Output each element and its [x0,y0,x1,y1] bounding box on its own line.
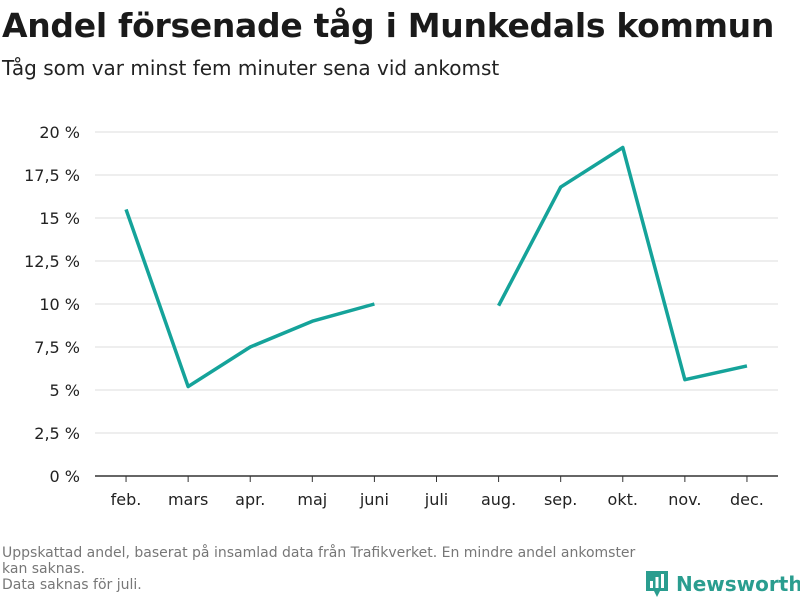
footnote: Uppskattad andel, baserat på insamlad da… [2,545,642,593]
series-line [497,145,748,382]
series-line [124,208,375,389]
y-tick-label: 0 % [50,467,80,486]
y-tick-label: 2,5 % [34,424,80,443]
x-tick-label: aug. [481,490,516,509]
x-tick-label: okt. [608,490,638,509]
y-tick-label: 20 % [39,123,80,142]
x-tick-label: maj [297,490,327,509]
chart-subtitle: Tåg som var minst fem minuter sena vid a… [2,56,500,80]
bar-chart-logo-icon [646,571,668,597]
footnote-missing-data: Data saknas för juli. [2,577,142,593]
y-tick-label: 15 % [39,209,80,228]
x-tick-label: feb. [111,490,142,509]
y-tick-label: 10 % [39,295,80,314]
footnote-source: Uppskattad andel, baserat på insamlad da… [2,545,636,577]
line-chart: 0 % 2,5 % 5 % 7,5 % 10 % 12,5 % 15 % 17,5 % 20 %… [24,123,778,509]
y-tick-label: 17,5 % [24,166,80,185]
x-tick-label: dec. [730,490,764,509]
x-tick-label: mars [168,490,208,509]
x-tick-label: juli [424,490,448,509]
chart-title: Andel försenade tåg i Munkedals kommun [2,6,775,45]
y-tick-label: 5 % [50,381,80,400]
x-tick-label: apr. [235,490,265,509]
y-tick-label: 12,5 % [24,252,80,271]
x-tick-label: juni [359,490,389,509]
brand-logo: Newsworthy [644,568,800,600]
x-tick-label: nov. [668,490,701,509]
y-tick-label: 7,5 % [34,338,80,357]
brand-name: Newsworthy [676,572,800,596]
x-tick-label: sep. [544,490,577,509]
